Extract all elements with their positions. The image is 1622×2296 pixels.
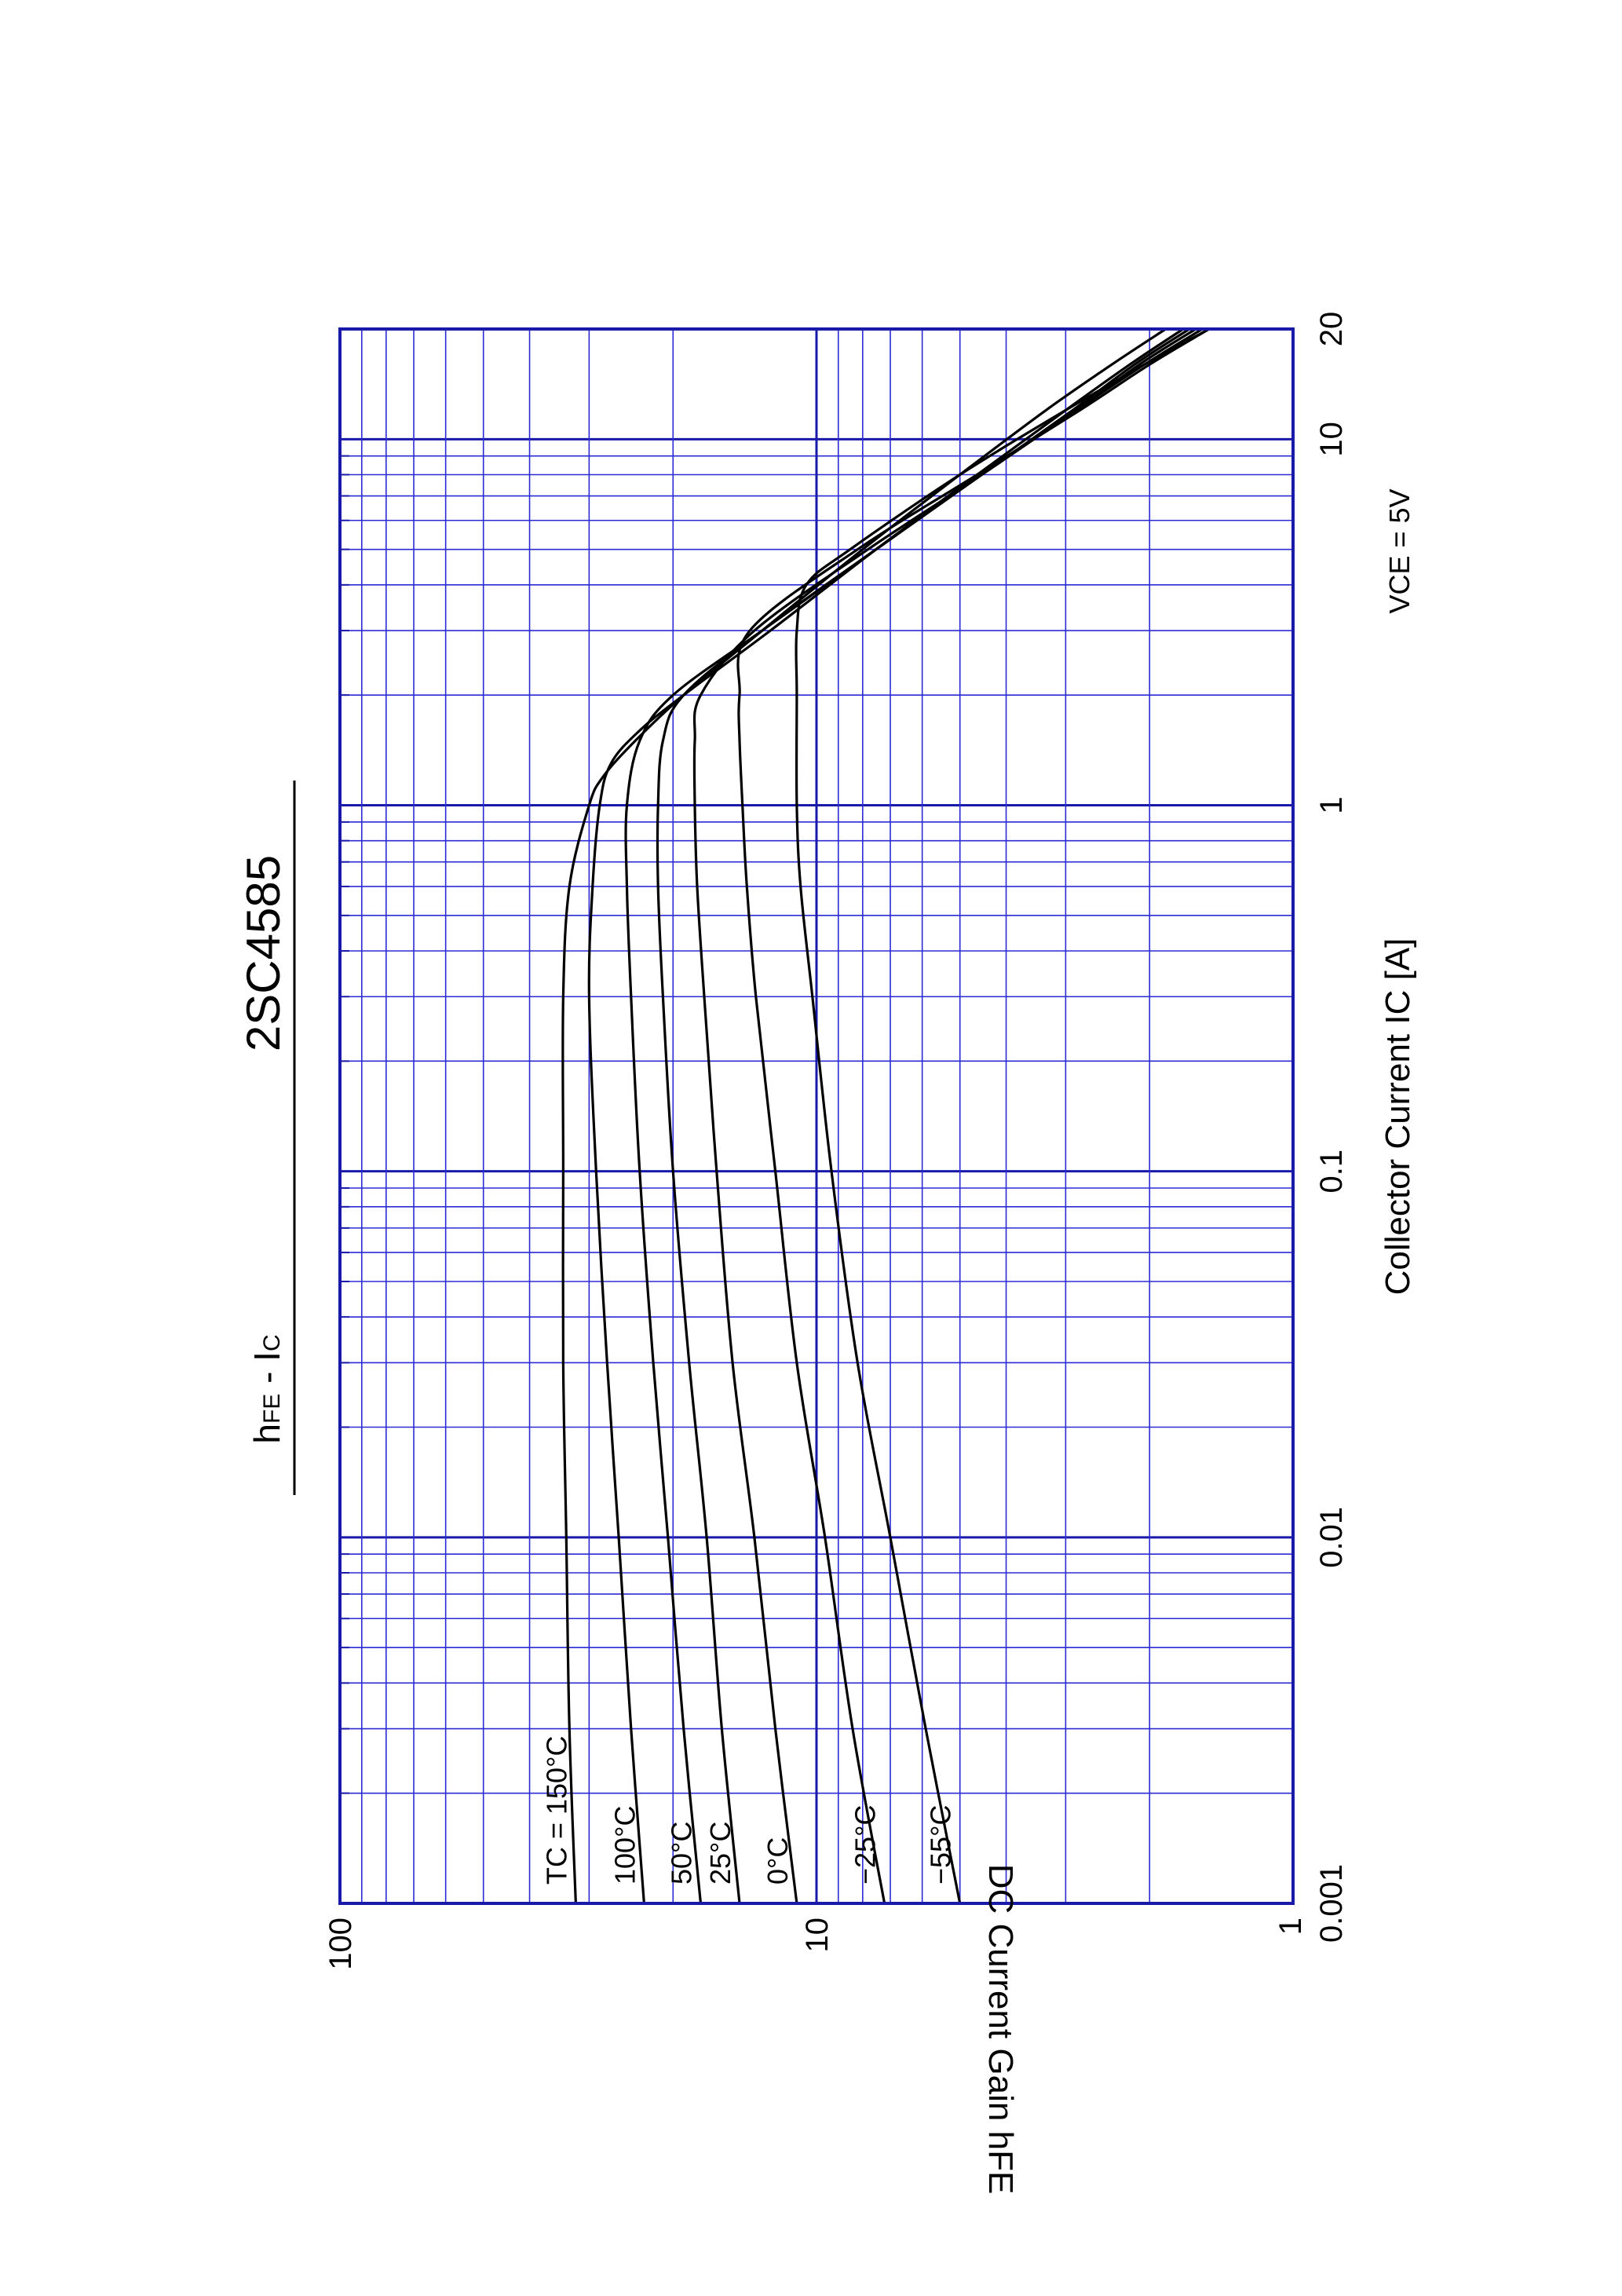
series-label: 0°C bbox=[762, 1837, 794, 1885]
series-label: −25°C bbox=[849, 1805, 882, 1885]
y-tick-label: 10 bbox=[800, 1918, 835, 1953]
vce-annotation: VCE = 5V bbox=[1383, 488, 1416, 613]
chart-subtitle: hFE - IC bbox=[247, 1334, 287, 1443]
x-tick-label: 0.1 bbox=[1314, 1150, 1349, 1194]
x-tick-label: 0.001 bbox=[1314, 1864, 1349, 1943]
x-tick-labels: 0.001 0.01 0.1 1 10 20 bbox=[1314, 312, 1349, 1943]
subtitle-fe: FE bbox=[259, 1394, 285, 1424]
series-label: TC = 150°C bbox=[540, 1736, 572, 1885]
grid bbox=[340, 328, 1295, 1905]
x-axis-label: Collector Current IC [A] bbox=[1379, 938, 1417, 1296]
y-tick-labels: 1 10 100 bbox=[323, 1918, 1308, 1970]
series-line bbox=[624, 327, 1190, 1904]
subtitle-c: C bbox=[259, 1334, 285, 1351]
x-tick-label: 0.01 bbox=[1314, 1507, 1349, 1568]
plot-frame bbox=[338, 327, 1295, 1905]
x-tick-label: 20 bbox=[1314, 312, 1349, 347]
series-line bbox=[736, 327, 1210, 1904]
subtitle-h: h bbox=[247, 1424, 287, 1444]
series-label: 50°C bbox=[665, 1822, 697, 1885]
y-axis-label: DC Current Gain hFE bbox=[981, 1864, 1020, 2195]
series-line bbox=[656, 327, 1196, 1904]
series-label: −55°C bbox=[925, 1805, 957, 1885]
series-label: 100°C bbox=[608, 1806, 641, 1885]
plot-lines bbox=[561, 327, 1210, 1904]
x-tick-label: 10 bbox=[1314, 422, 1349, 457]
x-tick-label: 1 bbox=[1314, 796, 1349, 813]
series-label: 25°C bbox=[704, 1822, 736, 1885]
y-tick-label: 100 bbox=[323, 1918, 358, 1970]
rotated-chart-group: 2SC4585 hFE - IC 0.001 0.01 0.1 1 10 20 1 10 10… bbox=[237, 312, 1417, 2195]
subtitle-dash: - I bbox=[247, 1351, 287, 1394]
y-tick-label: 1 bbox=[1273, 1918, 1308, 1935]
series-line bbox=[795, 327, 1210, 1904]
series-line bbox=[692, 327, 1204, 1904]
series-labels: TC = 150°C 100°C 50°C 25°C 0°C −25°C −55°C bbox=[540, 1736, 956, 1885]
series-line bbox=[561, 327, 1167, 1904]
chart-title: 2SC4585 bbox=[237, 855, 290, 1051]
